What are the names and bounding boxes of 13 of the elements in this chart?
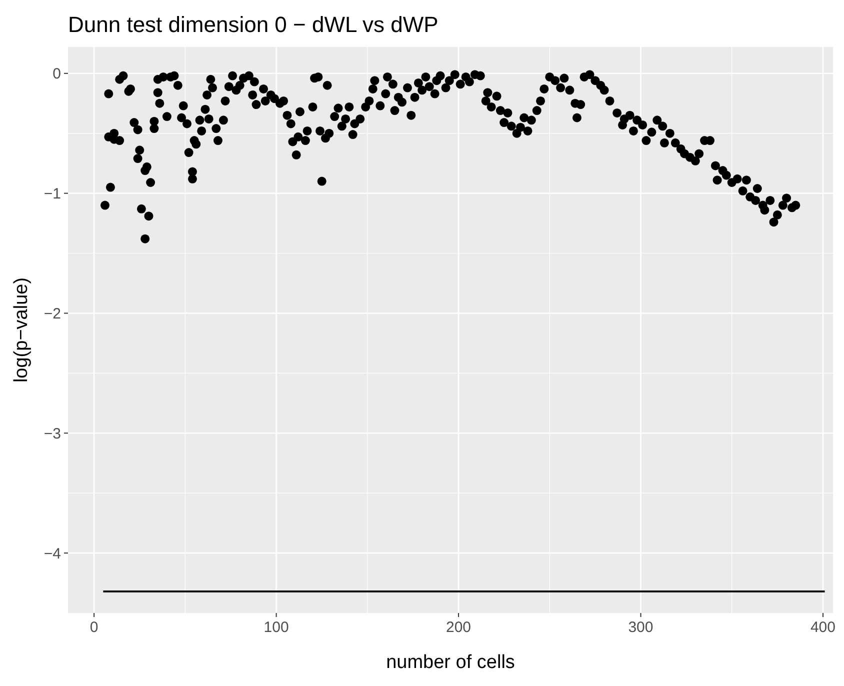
x-axis-title: number of cells	[386, 652, 515, 673]
x-tick-label: 0	[90, 619, 98, 636]
x-tick-label: 400	[810, 619, 836, 636]
y-tick-label: −2	[44, 305, 61, 322]
y-axis-title: log(p−value)	[11, 277, 32, 383]
chart-title: Dunn test dimension 0 − dWL vs dWP	[68, 12, 438, 37]
x-tick-label: 100	[264, 619, 289, 636]
x-tick-label: 200	[446, 619, 472, 636]
y-tick-label: 0	[52, 66, 61, 83]
x-tick-label: 300	[628, 619, 654, 636]
y-tick-label: −3	[44, 425, 61, 442]
y-tick-label: −1	[44, 186, 61, 203]
y-tick-label: −4	[44, 545, 61, 562]
